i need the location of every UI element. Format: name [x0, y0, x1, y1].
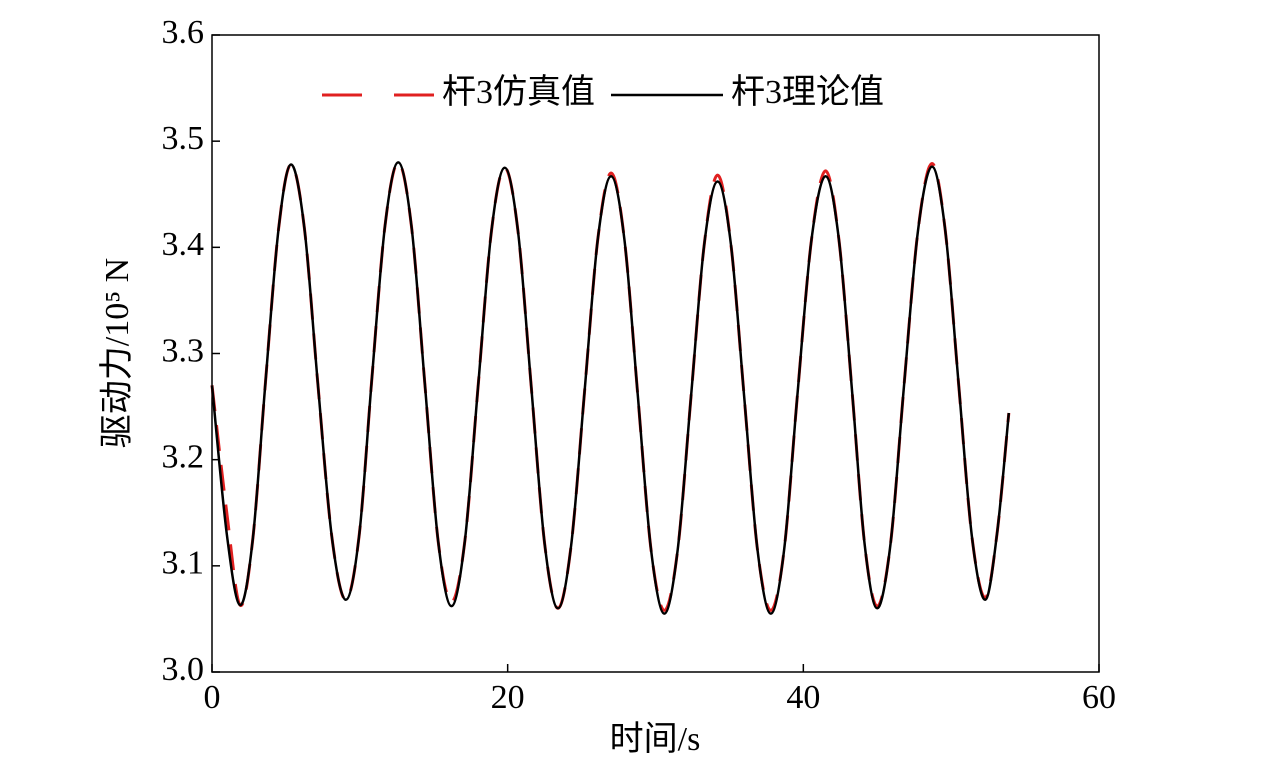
- x-tick-label: 0: [204, 679, 221, 716]
- legend-label: 杆3仿真值: [442, 73, 595, 111]
- x-tick-label: 40: [786, 679, 820, 716]
- y-tick-label: 3.3: [162, 332, 205, 369]
- x-axis-label: 时间/s: [610, 721, 701, 758]
- x-tick-label: 60: [1082, 679, 1116, 716]
- y-axis-label: 驱动力/10⁵ N: [98, 258, 136, 448]
- y-tick-label: 3.4: [162, 226, 205, 263]
- legend-label: 杆3理论值: [731, 73, 884, 111]
- series-line: [210, 161, 1011, 615]
- y-tick-label: 3.5: [162, 120, 205, 157]
- y-tick-label: 3.2: [162, 438, 205, 475]
- x-tick-label: 20: [491, 679, 525, 716]
- y-tick-label: 3.0: [162, 651, 205, 688]
- series-line: [210, 160, 1011, 612]
- y-tick-label: 3.6: [162, 14, 205, 51]
- y-tick-label: 3.1: [162, 545, 205, 582]
